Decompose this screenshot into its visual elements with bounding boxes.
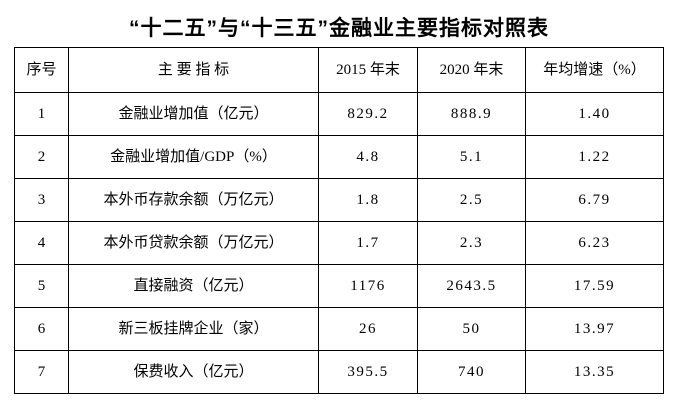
table-row: 3 本外币存款余额（万亿元） 1.8 2.5 6.79: [14, 178, 664, 222]
growth-cell: 17.59: [525, 264, 664, 308]
serial-cell: 2: [14, 135, 69, 179]
value-2020-cell: 2.3: [417, 221, 526, 265]
serial-cell: 3: [14, 178, 69, 222]
value-2015-cell: 1176: [318, 264, 418, 308]
table-row: 5 直接融资（亿元） 1176 2643.5 17.59: [14, 264, 664, 308]
header-row: 序号 主 要 指 标 2015 年末 2020 年末 年均增速（%）: [14, 47, 664, 93]
header-growth-rate: 年均增速（%）: [525, 47, 664, 93]
indicator-cell: 本外币贷款余额（万亿元）: [68, 221, 319, 265]
value-2015-cell: 829.2: [318, 92, 418, 136]
table-row: 1 金融业增加值（亿元） 829.2 888.9 1.40: [14, 92, 664, 136]
value-2015-cell: 395.5: [318, 350, 418, 394]
table-row: 2 金融业增加值/GDP（%） 4.8 5.1 1.22: [14, 135, 664, 179]
table-title: “十二五”与“十三五”金融业主要指标对照表: [129, 17, 549, 40]
value-2015-cell: 4.8: [318, 135, 418, 179]
serial-cell: 1: [14, 92, 69, 136]
serial-cell: 5: [14, 264, 69, 308]
growth-cell: 13.97: [525, 307, 664, 351]
growth-cell: 6.23: [525, 221, 664, 265]
indicator-cell: 本外币存款余额（万亿元）: [68, 178, 319, 222]
header-2020: 2020 年末: [417, 47, 526, 93]
indicator-cell: 金融业增加值/GDP（%）: [68, 135, 319, 179]
growth-cell: 1.22: [525, 135, 664, 179]
header-2015: 2015 年末: [318, 47, 418, 93]
value-2020-cell: 5.1: [417, 135, 526, 179]
indicator-cell: 直接融资（亿元）: [68, 264, 319, 308]
header-indicator: 主 要 指 标: [68, 47, 319, 93]
table-row: 7 保费收入（亿元） 395.5 740 13.35: [14, 350, 664, 394]
serial-cell: 7: [14, 350, 69, 394]
value-2015-cell: 1.7: [318, 221, 418, 265]
header-serial: 序号: [14, 47, 69, 93]
growth-cell: 1.40: [525, 92, 664, 136]
table-row: 6 新三板挂牌企业（家） 26 50 13.97: [14, 307, 664, 351]
growth-cell: 13.35: [525, 350, 664, 394]
value-2020-cell: 888.9: [417, 92, 526, 136]
table-row: 4 本外币贷款余额（万亿元） 1.7 2.3 6.23: [14, 221, 664, 265]
serial-cell: 6: [14, 307, 69, 351]
value-2020-cell: 2.5: [417, 178, 526, 222]
value-2015-cell: 1.8: [318, 178, 418, 222]
indicators-table: 序号 主 要 指 标 2015 年末 2020 年末 年均增速（%） 1 金融业…: [14, 47, 664, 394]
growth-cell: 6.79: [525, 178, 664, 222]
indicator-cell: 新三板挂牌企业（家）: [68, 307, 319, 351]
serial-cell: 4: [14, 221, 69, 265]
value-2020-cell: 740: [417, 350, 526, 394]
value-2020-cell: 2643.5: [417, 264, 526, 308]
indicator-cell: 金融业增加值（亿元）: [68, 92, 319, 136]
value-2015-cell: 26: [318, 307, 418, 351]
value-2020-cell: 50: [417, 307, 526, 351]
indicator-cell: 保费收入（亿元）: [68, 350, 319, 394]
